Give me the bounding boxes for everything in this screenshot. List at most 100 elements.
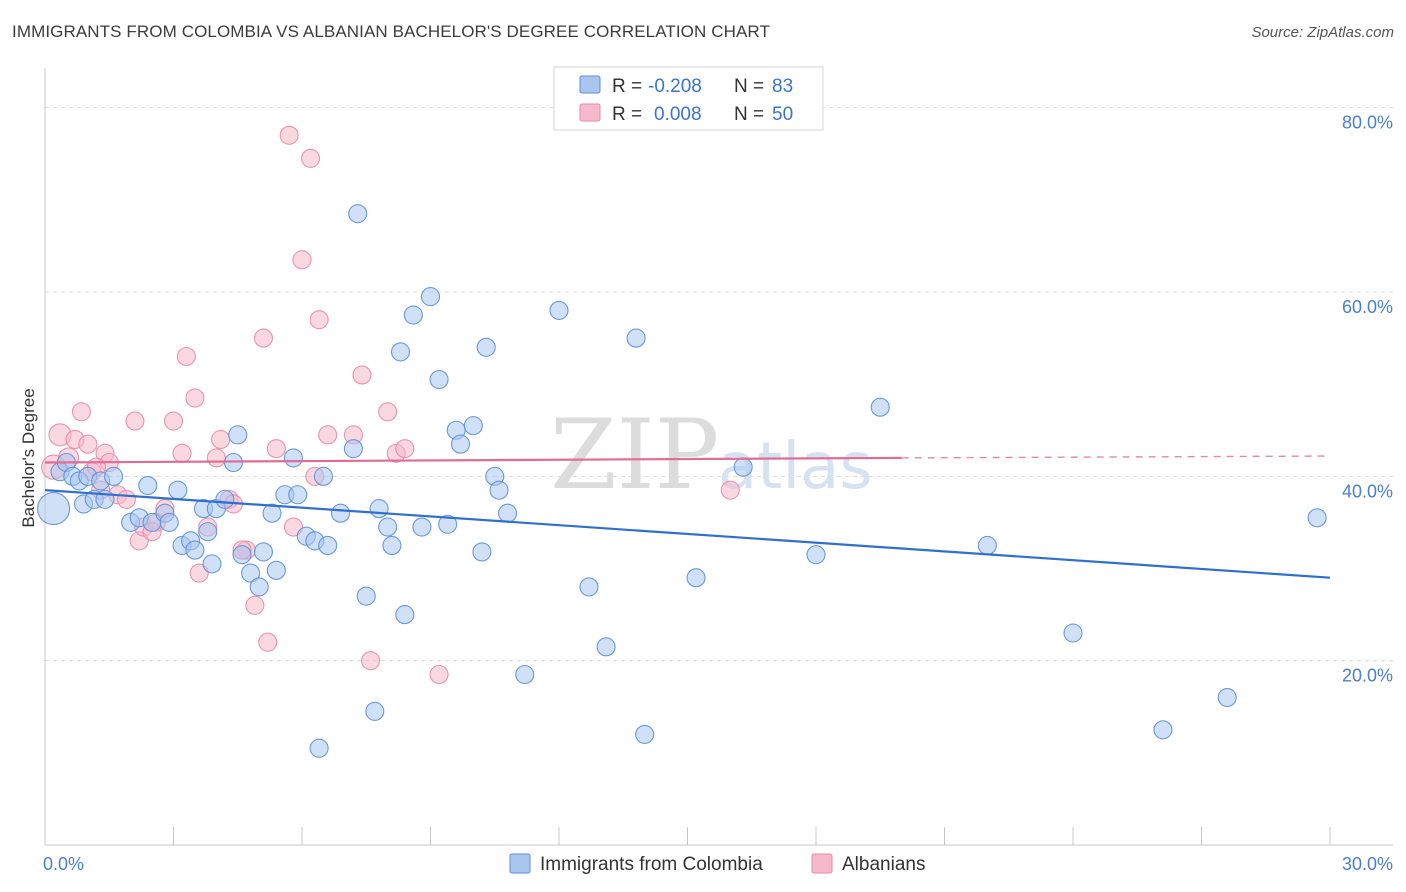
x-tick-labels: 0.0% 30.0% bbox=[43, 854, 1393, 874]
colombia-point-0 bbox=[37, 492, 71, 526]
y-tick-label-20: 20.0% bbox=[1342, 666, 1393, 686]
legend-n-value-1: 83 bbox=[772, 76, 793, 97]
albanians-point-24 bbox=[211, 429, 231, 450]
colombia-point-44 bbox=[348, 204, 368, 224]
colombia-point-22 bbox=[198, 522, 218, 542]
colombia-point-43 bbox=[343, 439, 363, 459]
colombia-point-56 bbox=[438, 514, 458, 534]
grid-lines bbox=[45, 107, 1393, 662]
colombia-point-59 bbox=[463, 416, 483, 436]
colombia-point-10 bbox=[103, 466, 124, 486]
colombia-trend-line bbox=[44, 489, 1331, 579]
series-legend-label-albanians: Albanians bbox=[842, 854, 925, 875]
colombia-point-16 bbox=[159, 512, 179, 532]
y-axis-title: Bachelor's Degree bbox=[19, 388, 38, 527]
albanians-point-33 bbox=[283, 517, 303, 537]
x-tick-label-max: 30.0% bbox=[1342, 854, 1393, 874]
trend-lines bbox=[44, 455, 1331, 579]
colombia-point-40 bbox=[313, 466, 333, 486]
albanians-point-29 bbox=[253, 328, 274, 348]
x-tick-label-min: 0.0% bbox=[43, 854, 84, 874]
colombia-point-65 bbox=[515, 664, 535, 685]
albanians-point-20 bbox=[185, 388, 205, 408]
colombia-point-54 bbox=[420, 287, 441, 307]
y-tick-label-60: 60.0% bbox=[1342, 297, 1393, 317]
legend-n-value-2: 50 bbox=[772, 104, 793, 125]
colombia-point-76 bbox=[1063, 623, 1083, 643]
colombia-point-31 bbox=[253, 542, 274, 562]
albanians-point-19 bbox=[176, 346, 196, 367]
legend-swatch-blue bbox=[579, 75, 601, 94]
colombia-point-78 bbox=[1217, 687, 1237, 708]
albanians-point-4 bbox=[71, 402, 91, 422]
legend-r-label-2: R = bbox=[612, 104, 642, 125]
albanians-trend-extension bbox=[901, 455, 1331, 459]
series-legend-swatch-colombia bbox=[509, 853, 531, 874]
colombia-point-72 bbox=[733, 457, 753, 477]
colombia-point-23 bbox=[202, 554, 222, 574]
colombia-point-48 bbox=[378, 517, 398, 537]
chart-title: IMMIGRANTS FROM COLOMBIA VS ALBANIAN BAC… bbox=[12, 22, 770, 41]
albanians-point-45 bbox=[429, 664, 449, 685]
colombia-point-17 bbox=[168, 480, 188, 500]
colombia-point-32 bbox=[262, 503, 282, 523]
albanians-point-12 bbox=[125, 411, 145, 431]
y-tick-label-80: 80.0% bbox=[1342, 113, 1393, 133]
colombia-point-71 bbox=[686, 568, 706, 588]
colombia-point-51 bbox=[395, 605, 415, 625]
colombia-point-33 bbox=[266, 560, 286, 580]
colombia-point-73 bbox=[806, 545, 826, 565]
albanians-point-28 bbox=[245, 595, 265, 615]
colombia-point-67 bbox=[579, 577, 599, 597]
colombia-point-70 bbox=[635, 724, 655, 744]
series-legend-swatch-albanians bbox=[811, 853, 833, 874]
colombia-point-13 bbox=[138, 475, 158, 496]
colombia-point-69 bbox=[626, 328, 646, 348]
colombia-point-41 bbox=[318, 535, 338, 556]
legend-r-value-1: -0.208 bbox=[648, 76, 702, 97]
legend-r-label-1: R = bbox=[612, 76, 642, 97]
watermark: ZIP atlas bbox=[550, 399, 873, 511]
colombia-point-25 bbox=[215, 489, 235, 509]
colombia-point-77 bbox=[1153, 720, 1173, 740]
axes bbox=[44, 68, 1393, 846]
colombia-point-63 bbox=[489, 480, 509, 500]
y-tick-labels: 20.0% 40.0% 60.0% 80.0% bbox=[1342, 113, 1393, 686]
colombia-point-28 bbox=[232, 545, 252, 565]
chart-source: Source: ZipAtlas.com bbox=[1251, 24, 1394, 41]
colombia-point-20 bbox=[185, 540, 205, 560]
correlation-legend: R = -0.208 N = 83 R = 0.008 N = 50 bbox=[553, 66, 824, 131]
colombia-point-42 bbox=[330, 503, 351, 523]
legend-swatch-pink bbox=[579, 103, 601, 122]
albanians-point-31 bbox=[266, 439, 286, 459]
colombia-point-68 bbox=[596, 637, 616, 657]
colombia-point-27 bbox=[228, 425, 248, 445]
albanians-point-34 bbox=[292, 250, 312, 270]
albanians-point-38 bbox=[318, 425, 338, 445]
albanians-point-46 bbox=[720, 480, 740, 500]
albanians-points bbox=[41, 125, 740, 685]
albanians-point-17 bbox=[163, 411, 184, 431]
colombia-point-66 bbox=[549, 300, 569, 320]
colombia-point-36 bbox=[288, 485, 308, 505]
colombia-point-45 bbox=[356, 586, 376, 606]
albanians-point-41 bbox=[360, 651, 381, 671]
colombia-point-47 bbox=[369, 499, 389, 519]
albanians-point-32 bbox=[279, 125, 299, 145]
colombia-point-29 bbox=[241, 563, 261, 583]
albanians-point-11 bbox=[116, 489, 136, 509]
series-legend-label-colombia: Immigrants from Colombia bbox=[540, 854, 763, 875]
albanians-point-23 bbox=[206, 448, 226, 468]
colombia-point-49 bbox=[382, 535, 402, 556]
colombia-point-55 bbox=[429, 369, 449, 390]
series-legend: Immigrants from Colombia Albanians bbox=[509, 853, 925, 875]
colombia-point-50 bbox=[390, 342, 411, 362]
albanians-point-44 bbox=[395, 439, 415, 459]
albanians-trend-line bbox=[44, 456, 902, 464]
albanians-point-40 bbox=[352, 365, 372, 385]
colombia-point-61 bbox=[476, 337, 496, 357]
albanians-point-37 bbox=[309, 310, 329, 330]
colombia-point-75 bbox=[977, 535, 997, 556]
colombia-point-52 bbox=[403, 305, 423, 325]
